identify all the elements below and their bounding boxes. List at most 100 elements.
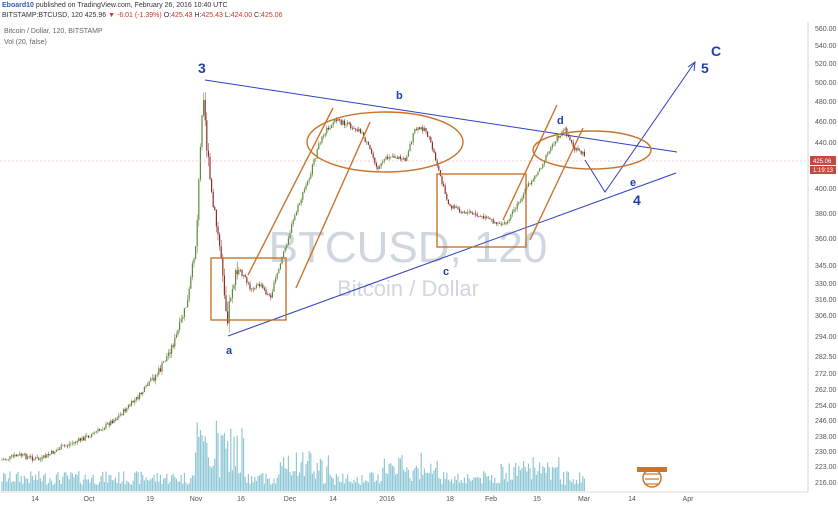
volume-bar — [462, 482, 464, 491]
candle-body — [467, 212, 469, 214]
candle-body — [470, 211, 472, 213]
lower-trendline[interactable] — [227, 172, 677, 337]
channel-line-1[interactable] — [247, 107, 334, 276]
volume-bar — [569, 480, 571, 491]
volume-bar — [523, 461, 525, 491]
candle-body — [255, 285, 257, 288]
volume-bar — [187, 484, 189, 491]
volume-bar — [145, 477, 147, 491]
candle-body — [431, 142, 433, 150]
time-tick-label: Feb — [485, 496, 497, 503]
candle-body — [302, 192, 304, 200]
candle-body — [167, 352, 169, 356]
price-tick-label: 460.00 — [815, 119, 837, 126]
candle-body — [423, 128, 425, 131]
candle-body — [433, 149, 435, 153]
candle-body — [579, 150, 581, 151]
volume-bar — [292, 471, 294, 491]
candle-body — [100, 430, 102, 431]
wave-label-a: a — [226, 345, 233, 357]
volume-bar — [430, 463, 432, 491]
channel-line-3[interactable] — [502, 104, 558, 221]
candle-body — [118, 415, 120, 418]
volume-bar — [31, 476, 33, 491]
candle-body — [572, 142, 574, 148]
price-axis[interactable]: 560.00 540.00 520.00 500.00 480.00 460.00 440.… — [815, 26, 837, 487]
candle-body — [7, 459, 9, 460]
projected-path[interactable] — [584, 61, 696, 193]
candle-body — [427, 131, 429, 137]
upper-trendline[interactable] — [204, 79, 678, 153]
candle-body — [278, 268, 280, 274]
candle-body — [444, 186, 446, 194]
volume-bar — [14, 481, 16, 491]
volume-bar — [372, 473, 374, 491]
candle-body — [150, 378, 152, 382]
volume-bar — [275, 483, 277, 491]
time-tick-label: 19 — [146, 496, 154, 503]
volume-bar — [30, 471, 32, 491]
candle-body — [483, 216, 485, 219]
volume-bar — [171, 475, 173, 491]
channel-line-4[interactable] — [529, 127, 584, 241]
top-ellipse-d[interactable] — [532, 130, 652, 170]
volume-bar — [81, 484, 83, 491]
volume-bar — [323, 483, 325, 491]
candle-body — [137, 396, 139, 399]
candle-body — [324, 133, 326, 136]
candle-body — [382, 161, 384, 163]
volume-bar — [515, 462, 517, 491]
volume-bar — [423, 468, 425, 491]
volume-bar — [148, 480, 150, 491]
candle-body — [267, 294, 269, 295]
volume-bar — [526, 471, 528, 491]
price-tick-label: 330.00 — [815, 281, 837, 288]
candle-body — [110, 420, 112, 426]
volume-bar — [383, 458, 385, 491]
volume-bar — [260, 473, 262, 491]
wave-label-e: e — [630, 177, 636, 189]
price-tick-label: 223.00 — [815, 464, 837, 471]
volume-bar — [487, 475, 489, 491]
candle-body — [303, 189, 305, 193]
candle-body — [81, 437, 83, 441]
volume-bar — [174, 476, 176, 491]
volume-bar — [500, 463, 502, 491]
volume-bar — [246, 482, 248, 491]
candle-body — [175, 334, 177, 338]
candle-body — [334, 119, 336, 123]
candle-body — [391, 156, 393, 157]
candle-body — [180, 318, 182, 322]
author-name[interactable]: Eboard10 — [2, 2, 34, 9]
volume-bar — [87, 479, 89, 491]
candle-body — [287, 238, 289, 245]
candle-body — [571, 140, 573, 143]
volume-bar — [113, 479, 115, 491]
candle-body — [411, 142, 413, 145]
volume-bar — [404, 471, 406, 491]
top-ellipse-b[interactable] — [306, 111, 464, 173]
candle-body — [215, 209, 217, 227]
publish-line: Eboard10 published on TradingView.com, F… — [2, 2, 228, 9]
price-tick-label: 440.00 — [815, 140, 837, 147]
consolidation-box-right[interactable] — [436, 173, 527, 248]
volume-bar — [443, 471, 445, 491]
volume-bar — [427, 472, 429, 491]
candle-body — [577, 148, 579, 151]
channel-line-2[interactable] — [295, 121, 371, 289]
volume-bar — [385, 473, 387, 491]
candle-body — [523, 194, 525, 199]
time-axis[interactable]: 14 Oct 19 Nov 16 Dec 14 2016 18 Feb 15 Mar 14 Apr — [31, 496, 694, 503]
candle-body — [390, 156, 392, 158]
volume-bar — [435, 468, 437, 491]
candle-body — [540, 167, 542, 169]
candle-body — [246, 277, 248, 283]
volume-bar — [111, 480, 113, 491]
volume-bar — [231, 470, 233, 491]
volume-bar — [143, 480, 145, 491]
volume-bar — [140, 471, 142, 491]
close-label: C: — [254, 12, 262, 19]
consolidation-box-left[interactable] — [210, 257, 287, 321]
